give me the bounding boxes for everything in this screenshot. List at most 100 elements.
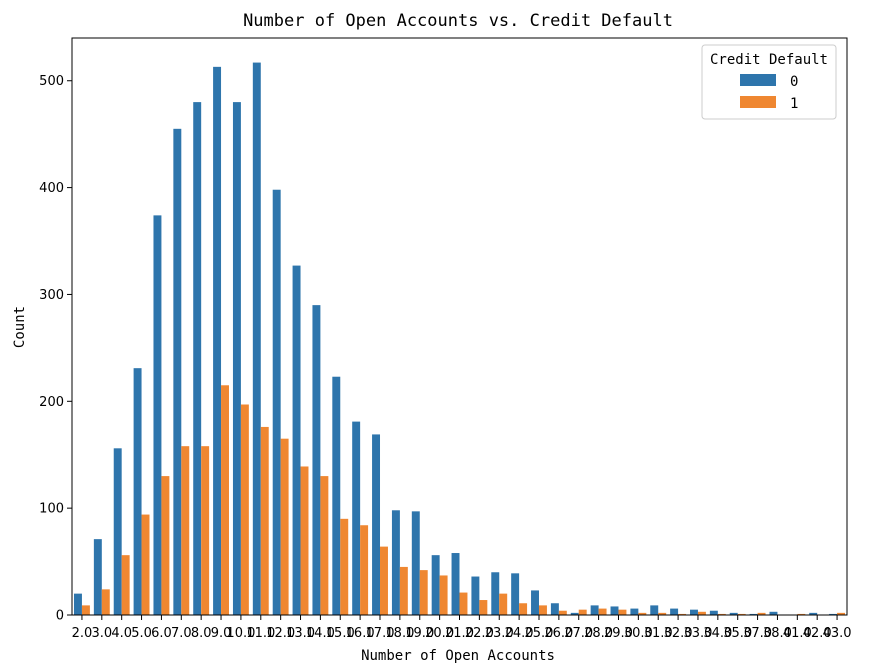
bar-series-1-32.0	[678, 613, 687, 615]
x-tick-label: 26.0	[544, 626, 573, 641]
bar-series-1-16.0	[360, 525, 369, 615]
bar-series-0-32.0	[670, 608, 679, 615]
bar-series-1-30.0	[638, 612, 647, 615]
bar-series-0-42.0	[809, 612, 818, 615]
bar-series-0-25.0	[531, 590, 539, 615]
bar-series-1-31.0	[658, 612, 667, 615]
x-tick-label: 9.0	[211, 626, 232, 641]
x-tick-label: 7.0	[171, 626, 192, 641]
y-tick-label: 400	[39, 181, 64, 196]
bar-series-0-30.0	[630, 608, 639, 615]
x-axis-label: Number of Open Accounts	[361, 648, 555, 664]
bar-series-1-25.0	[538, 605, 547, 615]
x-tick-label: 4.0	[111, 626, 132, 641]
bar-series-1-14.0	[320, 476, 329, 615]
bar-series-1-13.0	[300, 466, 309, 615]
x-tick-label: 31.0	[644, 626, 673, 641]
x-tick-label: 2.0	[72, 626, 93, 641]
bar-series-1-15.0	[340, 518, 349, 615]
bar-series-0-20.0	[431, 555, 440, 615]
x-tick-label: 18.0	[385, 626, 414, 641]
y-tick-label: 0	[56, 609, 64, 624]
bar-series-0-23.0	[491, 572, 500, 615]
legend-label-1: 1	[790, 96, 798, 112]
x-tick-label: 27.0	[564, 626, 593, 641]
bar-series-0-13.0	[292, 265, 301, 615]
bar-series-0-7.0	[173, 128, 182, 615]
bars-group	[73, 62, 846, 616]
bar-series-0-26.0	[550, 603, 559, 615]
bar-series-0-34.0	[709, 610, 718, 615]
x-tick-label: 11.0	[246, 626, 275, 641]
bar-series-1-37.0	[757, 612, 766, 615]
bar-series-0-14.0	[312, 305, 321, 615]
bar-series-1-11.0	[260, 426, 269, 615]
bar-series-1-7.0	[181, 446, 190, 615]
bar-series-0-12.0	[272, 189, 281, 616]
bar-series-0-11.0	[252, 62, 261, 615]
legend-label-0: 0	[790, 74, 798, 90]
x-tick-label: 21.0	[445, 626, 474, 641]
x-tick-label: 19.0	[405, 626, 434, 641]
bar-series-1-23.0	[499, 593, 508, 615]
bar-series-1-3.0	[101, 589, 110, 615]
bar-series-0-33.0	[690, 609, 698, 615]
x-tick-label: 41.0	[783, 626, 812, 641]
bar-series-1-24.0	[519, 603, 528, 615]
bar-series-0-43.0	[829, 613, 838, 615]
bar-series-1-27.0	[578, 609, 587, 615]
bar-series-0-21.0	[451, 553, 460, 615]
bar-series-1-19.0	[419, 570, 428, 615]
x-tick-label: 17.0	[366, 626, 395, 641]
bar-series-0-24.0	[511, 573, 520, 615]
bar-series-0-37.0	[749, 613, 758, 615]
bar-series-0-38.0	[769, 611, 778, 615]
legend-title: Credit Default	[710, 52, 828, 68]
x-tick-label: 23.0	[485, 626, 514, 641]
x-tick-label: 22.0	[465, 626, 494, 641]
y-tick-label: 200	[39, 395, 64, 410]
bar-series-0-28.0	[590, 605, 599, 615]
bar-series-0-29.0	[610, 606, 619, 615]
x-tick-label: 3.0	[91, 626, 112, 641]
bar-series-0-17.0	[372, 434, 381, 615]
bar-series-0-19.0	[411, 511, 420, 615]
x-tick-label: 14.0	[306, 626, 335, 641]
bar-series-0-2.0	[73, 593, 82, 615]
bar-series-1-34.0	[717, 613, 726, 615]
bar-series-1-22.0	[479, 600, 488, 615]
x-tick-label: 12.0	[266, 626, 295, 641]
bar-series-1-35.0	[737, 613, 746, 615]
x-tick-label: 28.0	[584, 626, 613, 641]
x-tick-label: 24.0	[505, 626, 534, 641]
x-tick-label: 16.0	[346, 626, 375, 641]
bar-series-1-20.0	[439, 575, 448, 615]
bar-series-0-18.0	[391, 510, 400, 615]
bar-series-1-43.0	[837, 612, 846, 615]
x-tick-label: 29.0	[604, 626, 633, 641]
bar-series-1-5.0	[141, 514, 150, 615]
x-axis: 2.0 3.0 4.0 5.0 6.0 7.0 8.0 9.010.011.012.013.0…	[72, 615, 852, 641]
bar-series-1-33.0	[697, 611, 706, 615]
x-tick-label: 38.0	[763, 626, 792, 641]
bar-series-0-22.0	[471, 576, 480, 615]
x-tick-label: 10.0	[226, 626, 255, 641]
bar-series-1-6.0	[161, 476, 170, 615]
x-tick-label: 5.0	[131, 626, 152, 641]
legend-swatch-1	[740, 96, 776, 108]
x-tick-label: 32.0	[664, 626, 693, 641]
bar-series-0-16.0	[352, 421, 361, 615]
legend: Credit Default 0 1	[701, 44, 837, 120]
chart-title: Number of Open Accounts vs. Credit Defau…	[243, 11, 673, 31]
x-tick-label: 34.0	[703, 626, 732, 641]
x-tick-label: 33.0	[683, 626, 712, 641]
bar-series-0-15.0	[332, 376, 341, 615]
bar-series-1-29.0	[618, 609, 627, 615]
bar-series-1-12.0	[280, 438, 289, 615]
x-tick-label: 37.0	[743, 626, 772, 641]
bar-series-1-10.0	[240, 404, 249, 615]
bar-series-1-4.0	[121, 555, 130, 615]
bar-series-1-9.0	[221, 385, 229, 615]
x-tick-label: 35.0	[723, 626, 752, 641]
